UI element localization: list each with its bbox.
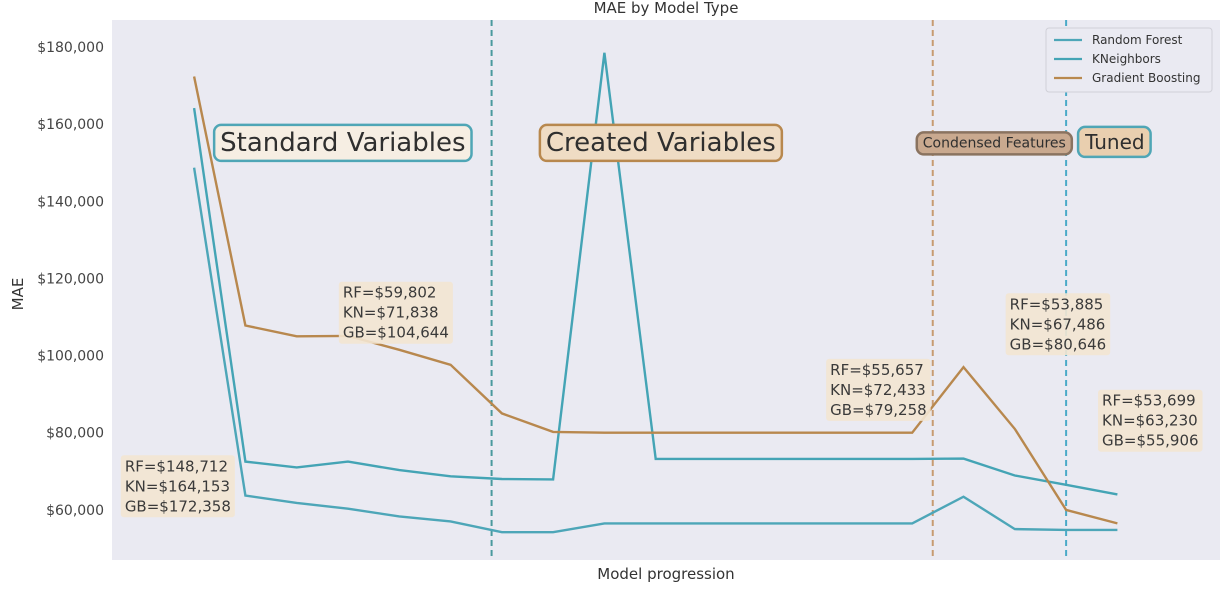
mae-annotation: RF=$53,885 KN=$67,486 GB=$80,646 <box>1005 293 1111 356</box>
series-line-random-forest <box>192 167 1118 534</box>
x-axis-label: Model progression <box>597 565 734 583</box>
y-tick-label: $160,000 <box>37 117 104 133</box>
mae-annotation-box <box>338 281 453 344</box>
mae-annotation: RF=$55,657 KN=$72,433 GB=$79,258 <box>826 358 931 421</box>
mae-annotation-line: RF=$148,712 <box>125 457 228 475</box>
mae-annotation-line: KN=$164,153 <box>125 477 230 495</box>
mae-annotation-line: RF=$53,885 <box>1010 295 1104 313</box>
mae-annotation-line: KN=$67,486 <box>1010 315 1106 333</box>
section-label-box <box>212 123 473 163</box>
mae-annotation-box <box>1098 389 1203 452</box>
legend-entry-label: Gradient Boosting <box>1092 71 1200 85</box>
section-label-text: Standard Variables <box>220 128 465 158</box>
mae-annotation-line: KN=$63,230 <box>1102 412 1198 430</box>
y-tick-label: $60,000 <box>46 503 104 519</box>
section-label-box <box>538 123 784 163</box>
legend: Random Forest KNeighbors Gradient Boosting <box>1045 27 1213 93</box>
section-label-box <box>1076 125 1152 159</box>
mae-annotation: RF=$59,802 KN=$71,838 GB=$104,644 <box>338 281 453 344</box>
mae-annotation: RF=$53,699 KN=$63,230 GB=$55,906 <box>1098 389 1203 452</box>
mae-annotation-box <box>826 358 931 421</box>
plot-area <box>112 20 1220 560</box>
section-label: Standard Variables <box>212 123 473 163</box>
section-label: Tuned <box>1076 125 1152 159</box>
mae-annotation-line: GB=$79,258 <box>830 401 927 419</box>
mae-annotation-line: GB=$172,358 <box>125 497 231 515</box>
y-tick-label: $80,000 <box>46 426 104 442</box>
legend-entry-label: KNeighbors <box>1092 52 1161 66</box>
y-tick-label: $180,000 <box>37 40 104 56</box>
mae-annotation: RF=$148,712 KN=$164,153 GB=$172,358 <box>120 455 235 518</box>
y-tick-label: $120,000 <box>37 271 104 287</box>
legend-box <box>1045 27 1213 93</box>
mae-annotation-box <box>120 455 235 518</box>
mae-annotation-line: KN=$72,433 <box>830 381 926 399</box>
y-axis-label: MAE <box>9 278 27 311</box>
y-tick-label: $140,000 <box>37 194 104 210</box>
legend-entry-label: Random Forest <box>1092 33 1183 47</box>
chart-title: MAE by Model Type <box>594 0 739 17</box>
mae-annotation-line: RF=$53,699 <box>1102 392 1196 410</box>
mae-annotation-box <box>1005 293 1111 356</box>
section-label: Condensed Features <box>915 131 1074 156</box>
mae-annotation-line: RF=$55,657 <box>830 361 924 379</box>
section-label-text: Created Variables <box>546 128 776 158</box>
mae-annotation-line: KN=$71,838 <box>343 304 439 322</box>
section-label-box <box>915 131 1074 156</box>
section-label-text: Tuned <box>1084 130 1145 154</box>
mae-annotation-line: GB=$55,906 <box>1102 432 1199 450</box>
mae-annotation-line: GB=$80,646 <box>1010 335 1107 353</box>
series-line-kneighbors <box>192 52 1118 496</box>
y-tick-label: $100,000 <box>37 349 104 365</box>
mae-annotation-line: GB=$104,644 <box>343 324 449 342</box>
mae-annotation-line: RF=$59,802 <box>343 284 437 302</box>
section-label-text: Condensed Features <box>923 135 1066 151</box>
section-label: Created Variables <box>538 123 784 163</box>
